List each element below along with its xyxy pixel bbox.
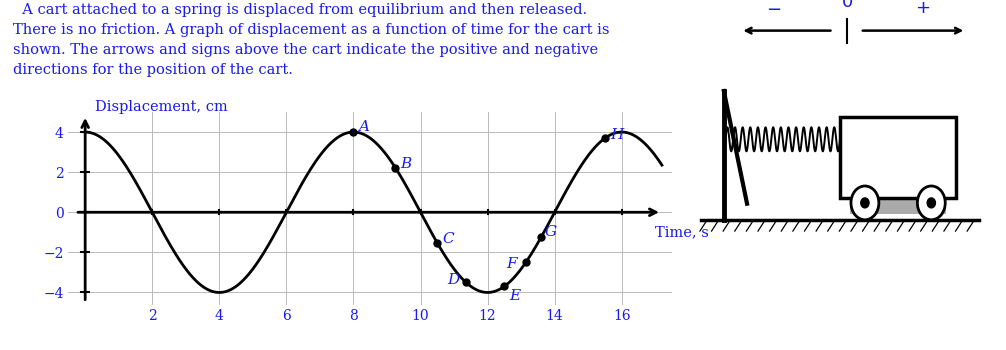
Text: C: C xyxy=(443,232,454,246)
Text: D: D xyxy=(448,273,460,287)
Text: A cart attached to a spring is displaced from equilibrium and then released.
The: A cart attached to a spring is displaced… xyxy=(13,3,610,77)
Text: B: B xyxy=(400,157,411,171)
Text: Time, s: Time, s xyxy=(655,225,709,239)
Text: $0$: $0$ xyxy=(841,0,853,12)
Text: $-$: $-$ xyxy=(766,0,782,18)
Text: F: F xyxy=(506,257,517,271)
Circle shape xyxy=(861,198,869,208)
Circle shape xyxy=(917,186,946,220)
Bar xyxy=(850,196,947,214)
Circle shape xyxy=(928,198,936,208)
Text: E: E xyxy=(509,289,520,303)
Text: A: A xyxy=(358,120,369,134)
Text: H: H xyxy=(610,128,624,142)
Circle shape xyxy=(851,186,879,220)
Bar xyxy=(840,117,956,198)
Text: $+$: $+$ xyxy=(915,0,931,18)
Text: Displacement, cm: Displacement, cm xyxy=(96,100,228,114)
Text: G: G xyxy=(544,225,556,239)
